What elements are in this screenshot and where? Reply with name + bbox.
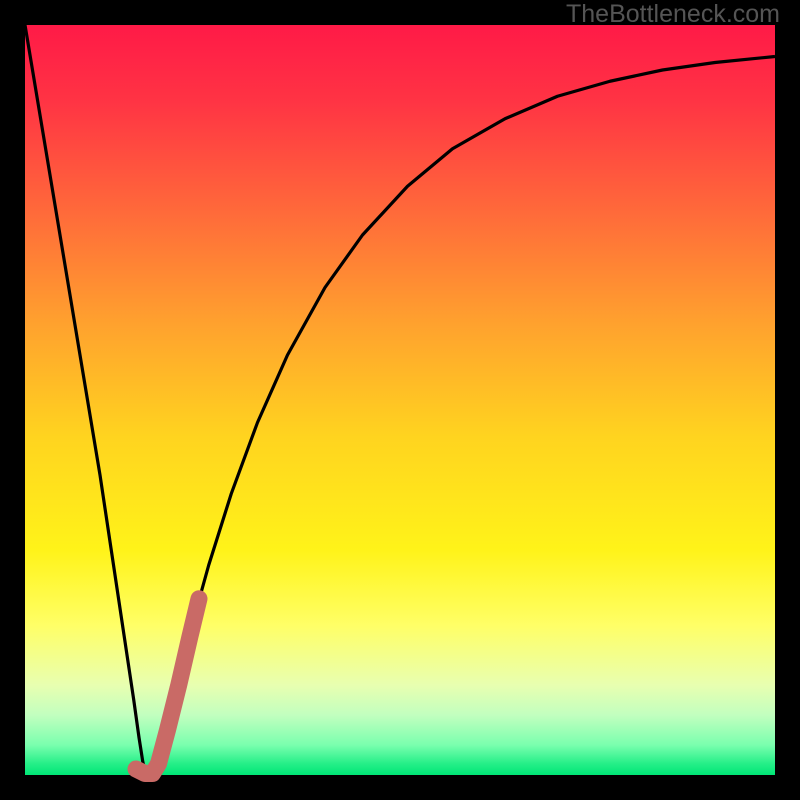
chart-svg bbox=[0, 0, 800, 800]
plot-background bbox=[25, 25, 775, 775]
watermark-text: TheBottleneck.com bbox=[566, 0, 780, 29]
chart-stage: TheBottleneck.com bbox=[0, 0, 800, 800]
